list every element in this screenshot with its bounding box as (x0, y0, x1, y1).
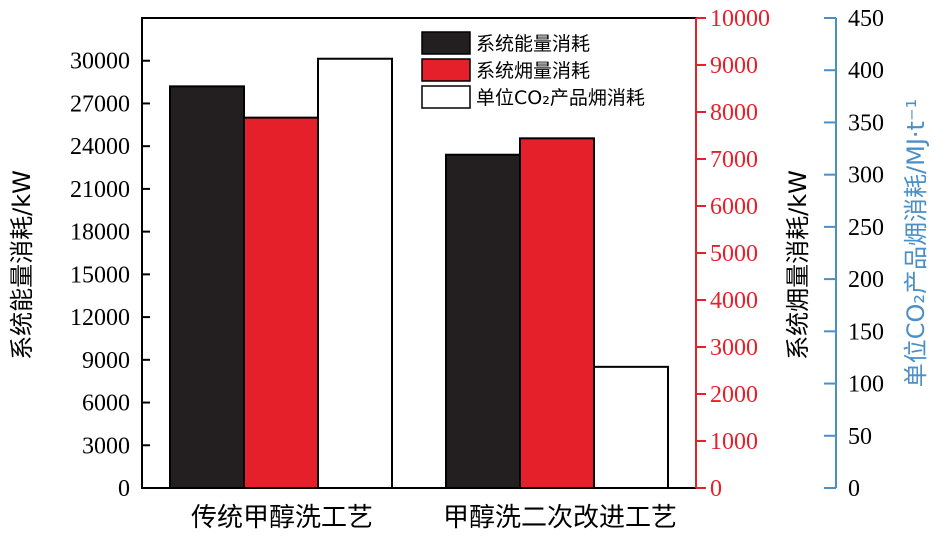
right-tick-label: 9000 (710, 53, 758, 79)
category-labels: 传统甲醇洗工艺 甲醇洗二次改进工艺 (191, 503, 677, 533)
legend-label: 系统㶲量消耗 (476, 60, 590, 82)
right-tick-label: 3000 (710, 335, 758, 361)
right-tick-label: 6000 (710, 194, 758, 220)
left-tick-label: 6000 (82, 391, 130, 417)
bars (169, 57, 669, 490)
left-tick-label: 18000 (70, 220, 130, 246)
right-tick-label: 4000 (710, 288, 758, 314)
right2-tick-label: 100 (848, 372, 884, 398)
right-axis: 0 1000 2000 3000 4000 5000 6000 7000 8000 9000 100… (695, 6, 770, 502)
left-tick-label: 24000 (70, 134, 130, 160)
right2-tick-label: 350 (848, 110, 884, 136)
bar-s1-c1 (169, 85, 245, 489)
right2-tick-label: 150 (848, 319, 884, 345)
right-tick-label: 10000 (710, 6, 770, 32)
right2-tick-label: 50 (848, 424, 872, 450)
right-tick-label: 0 (710, 476, 722, 502)
right2-axis: 0 50 100 150 200 250 300 350 400 450 (824, 6, 884, 502)
right-tick-label: 1000 (710, 429, 758, 455)
left-axis: 0 3000 6000 9000 12000 15000 18000 21000 24000 27… (70, 49, 150, 502)
legend-swatch (421, 85, 471, 109)
left-tick-label: 0 (118, 476, 130, 502)
right-tick-label: 5000 (710, 241, 758, 267)
right-tick-label: 7000 (710, 147, 758, 173)
right-tick-label: 2000 (710, 382, 758, 408)
right2-tick-label: 450 (848, 6, 884, 32)
legend-swatch (421, 58, 471, 82)
right2-tick-label: 200 (848, 267, 884, 293)
right2-tick-label: 300 (848, 163, 884, 189)
right-axis-title: 系统㶲量消耗/kW (784, 170, 812, 360)
right2-tick-label: 250 (848, 215, 884, 241)
left-tick-label: 12000 (70, 305, 130, 331)
bar-s1-c2 (445, 153, 521, 490)
category-label: 甲醇洗二次改进工艺 (443, 503, 677, 533)
bar-s3-c1 (317, 57, 393, 489)
legend-label: 系统能量消耗 (476, 33, 590, 55)
category-label: 传统甲醇洗工艺 (191, 503, 373, 533)
right2-tick-label: 0 (848, 476, 860, 502)
left-tick-label: 9000 (82, 348, 130, 374)
legend-label: 单位CO₂产品㶲消耗 (476, 87, 645, 109)
left-tick-label: 30000 (70, 49, 130, 75)
right2-axis-title: 单位CO₂产品㶲消耗/MJ·t⁻¹ (902, 99, 930, 387)
left-tick-label: 3000 (82, 433, 130, 459)
left-tick-label: 21000 (70, 177, 130, 203)
right-tick-label: 8000 (710, 100, 758, 126)
left-tick-label: 27000 (70, 91, 130, 117)
bar-s2-c2 (519, 137, 595, 489)
legend-swatch (421, 31, 471, 55)
bar-s3-c2 (593, 365, 669, 490)
right2-tick-label: 400 (848, 58, 884, 84)
bar-s2-c1 (243, 116, 319, 489)
left-axis-title: 系统能量消耗/kW (8, 170, 36, 360)
left-tick-label: 15000 (70, 262, 130, 288)
